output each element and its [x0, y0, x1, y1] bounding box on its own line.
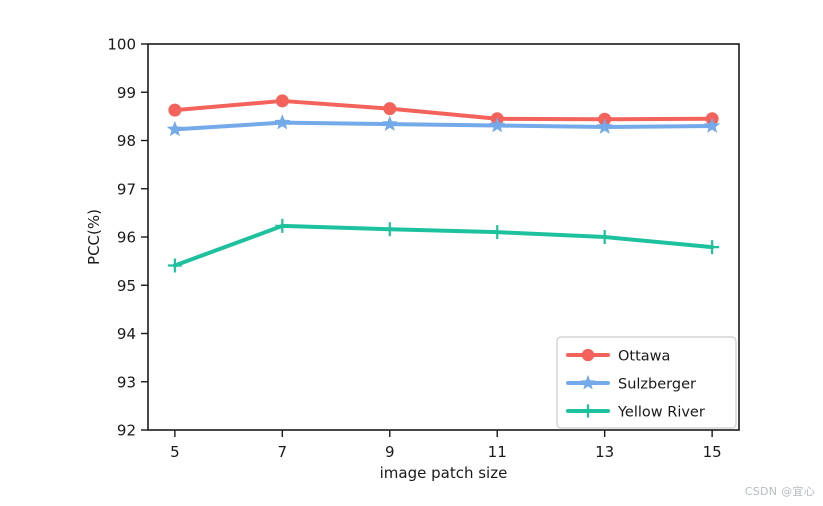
marker-plus	[167, 258, 182, 273]
y-tick-label: 94	[117, 325, 136, 343]
marker-circle	[168, 103, 182, 117]
marker-circle	[581, 348, 595, 362]
y-tick-label: 99	[117, 84, 136, 102]
x-axis-label: image patch size	[380, 464, 508, 482]
y-tick-label: 98	[117, 132, 136, 150]
y-tick-label: 97	[117, 180, 136, 198]
series-line	[172, 120, 715, 132]
marker-plus	[490, 225, 505, 240]
marker-plus	[581, 404, 595, 418]
marker-circle	[275, 94, 289, 108]
y-tick-label: 100	[107, 36, 136, 54]
legend-box	[556, 336, 737, 429]
y-tick-label: 95	[117, 277, 136, 295]
y-tick-label: 96	[117, 229, 136, 247]
axes-frame	[147, 43, 740, 431]
marker-circle	[383, 102, 397, 116]
series-line	[172, 223, 715, 268]
y-tick-label: 93	[117, 373, 136, 391]
legend-label: Ottawa	[618, 349, 670, 365]
y-axis-label: PCC(%)	[85, 209, 103, 265]
x-tick-label: 15	[703, 443, 722, 461]
marker-plus	[705, 240, 720, 255]
legend-label: Yellow River	[617, 405, 705, 421]
x-tick-label: 11	[488, 443, 507, 461]
marker-plus	[275, 218, 290, 233]
marker-plus	[597, 230, 612, 244]
marker-star	[166, 120, 183, 137]
marker-star	[489, 117, 506, 133]
x-tick-label: 7	[278, 443, 288, 461]
marker-plus	[382, 222, 397, 237]
x-tick-label: 5	[170, 443, 180, 461]
marker-star	[381, 115, 398, 131]
marker-star	[596, 118, 613, 134]
marker-star	[704, 117, 721, 133]
legend-label: Sulzberger	[618, 377, 696, 393]
watermark: CSDN @宜心	[744, 485, 815, 498]
marker-star	[274, 114, 291, 130]
y-tick-label: 92	[117, 422, 136, 440]
x-tick-label: 13	[595, 443, 614, 461]
series-line	[172, 98, 715, 122]
x-tick-label: 9	[385, 443, 395, 461]
marker-star	[580, 374, 596, 390]
